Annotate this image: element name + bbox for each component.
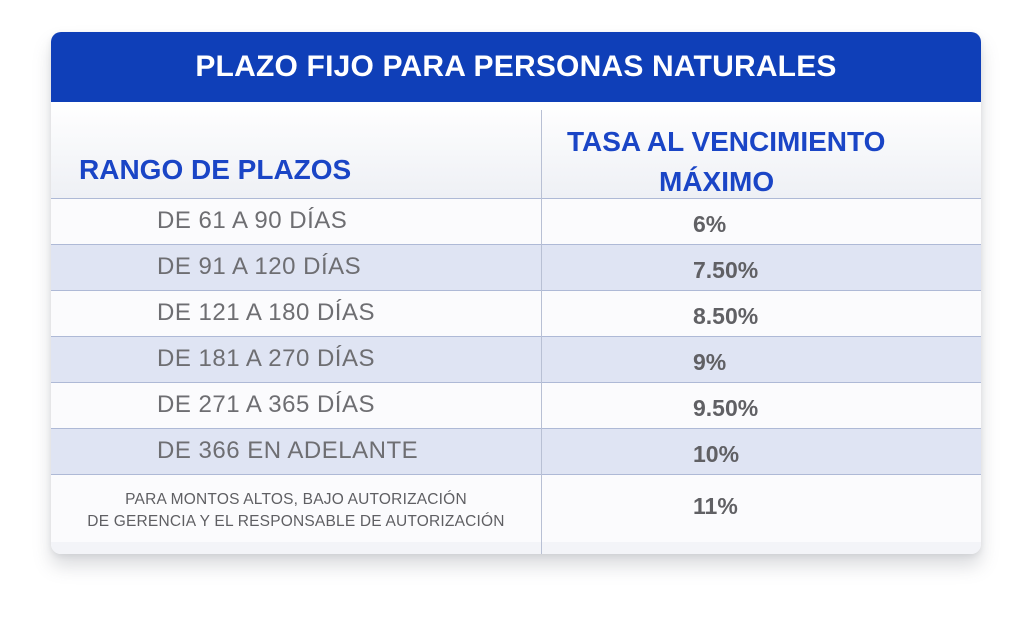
header-rate-line1: TASA AL VENCIMIENTO [567, 126, 886, 157]
range-cell: DE 366 EN ADELANTE [157, 437, 419, 464]
range-cell: DE 91 A 120 DÍAS [157, 253, 362, 280]
table-title: PLAZO FIJO PARA PERSONAS NATURALES [51, 32, 981, 102]
rates-table-card: PLAZO FIJO PARA PERSONAS NATURALES RANGO… [51, 32, 981, 554]
range-cell: DE 121 A 180 DÍAS [157, 299, 375, 326]
header-rate-line2: MÁXIMO [659, 166, 775, 197]
table-row: DE 271 A 365 DÍAS 9.50% [51, 382, 981, 428]
table-header-row: RANGO DE PLAZOS TASA AL VENCIMIENTO MÁXI… [51, 102, 981, 198]
header-rate: TASA AL VENCIMIENTO MÁXIMO [541, 122, 981, 202]
header-range: RANGO DE PLAZOS [79, 154, 352, 185]
table-body: DE 61 A 90 DÍAS 6% DE 91 A 120 DÍAS 7.50… [51, 198, 981, 542]
range-cell: DE 271 A 365 DÍAS [157, 391, 375, 418]
table-row: DE 91 A 120 DÍAS 7.50% [51, 244, 981, 290]
table-row-special: PARA MONTOS ALTOS, BAJO AUTORIZACIÓN DE … [51, 474, 981, 542]
rate-cell: 9% [693, 349, 727, 375]
special-note: PARA MONTOS ALTOS, BAJO AUTORIZACIÓN DE … [51, 489, 541, 533]
special-note-line1: PARA MONTOS ALTOS, BAJO AUTORIZACIÓN [125, 491, 467, 508]
rate-cell: 8.50% [693, 303, 759, 329]
table-row: DE 181 A 270 DÍAS 9% [51, 336, 981, 382]
range-cell: DE 181 A 270 DÍAS [157, 345, 375, 372]
special-rate-cell: 11% [693, 493, 738, 519]
rate-cell: 6% [693, 211, 727, 237]
table-row: DE 61 A 90 DÍAS 6% [51, 198, 981, 244]
rate-cell: 10% [693, 441, 740, 467]
range-cell: DE 61 A 90 DÍAS [157, 207, 348, 234]
rate-cell: 9.50% [693, 395, 759, 421]
rate-cell: 7.50% [693, 257, 759, 283]
special-note-line2: DE GERENCIA Y EL RESPONSABLE DE AUTORIZA… [87, 513, 505, 530]
column-divider [541, 110, 542, 554]
table-row: DE 366 EN ADELANTE 10% [51, 428, 981, 474]
table-row: DE 121 A 180 DÍAS 8.50% [51, 290, 981, 336]
